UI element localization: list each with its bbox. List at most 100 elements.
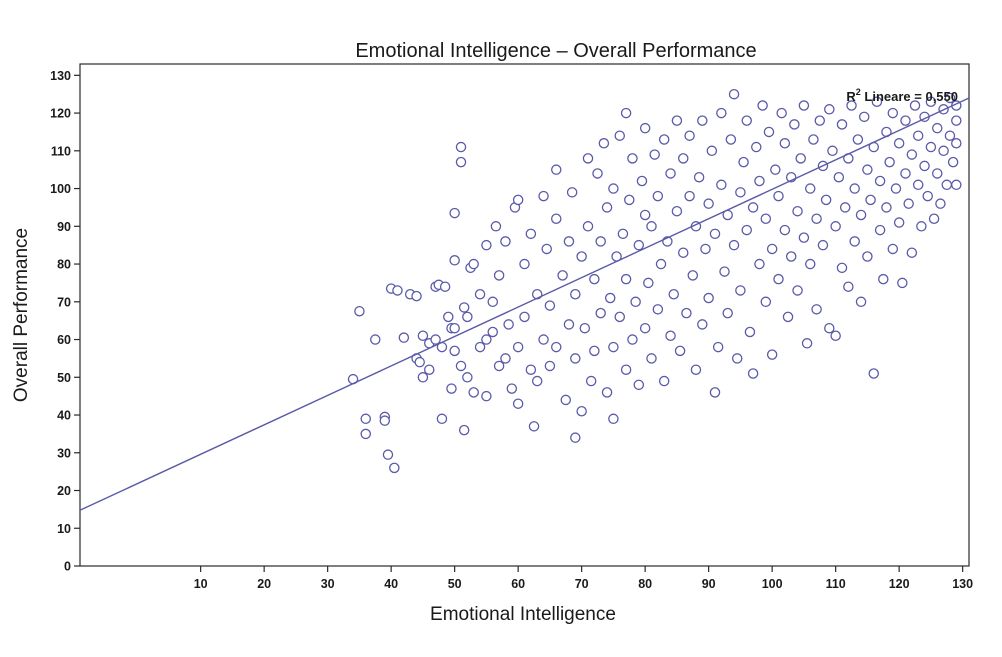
data-point bbox=[576, 251, 587, 262]
x-tick-label: 90 bbox=[702, 577, 716, 591]
fit-line-layer bbox=[79, 97, 970, 511]
data-point bbox=[449, 207, 460, 219]
data-point bbox=[608, 183, 619, 194]
data-point bbox=[801, 338, 813, 349]
data-point bbox=[481, 390, 492, 402]
y-tick-label: 70 bbox=[57, 295, 71, 309]
data-point bbox=[579, 322, 591, 334]
data-point bbox=[906, 149, 918, 160]
data-point bbox=[538, 334, 549, 345]
data-point bbox=[928, 213, 940, 225]
data-point bbox=[735, 285, 746, 296]
data-point bbox=[652, 190, 664, 202]
data-point bbox=[668, 288, 679, 300]
data-point bbox=[474, 288, 486, 300]
data-point bbox=[436, 413, 448, 425]
data-point bbox=[658, 375, 670, 387]
data-point bbox=[684, 190, 695, 202]
data-point bbox=[449, 345, 460, 357]
data-point bbox=[430, 334, 441, 345]
data-point bbox=[490, 221, 502, 232]
data-point bbox=[370, 334, 381, 345]
data-point bbox=[754, 175, 765, 187]
y-tick-label: 130 bbox=[50, 69, 71, 83]
data-point bbox=[639, 209, 651, 221]
data-point bbox=[627, 153, 638, 164]
data-point bbox=[951, 115, 962, 126]
data-point bbox=[455, 141, 467, 153]
data-point bbox=[500, 236, 511, 247]
data-point bbox=[903, 198, 914, 209]
data-point bbox=[836, 119, 848, 130]
data-point bbox=[893, 217, 905, 228]
data-point bbox=[855, 209, 867, 221]
data-point bbox=[389, 462, 400, 474]
data-point bbox=[887, 107, 899, 119]
y-tick-label: 50 bbox=[57, 371, 71, 385]
data-point bbox=[379, 415, 391, 426]
data-point bbox=[462, 311, 473, 323]
data-point bbox=[614, 311, 626, 323]
data-point bbox=[881, 202, 892, 213]
data-point bbox=[919, 160, 930, 172]
data-point bbox=[836, 262, 848, 274]
data-point bbox=[843, 281, 854, 292]
data-point bbox=[820, 194, 832, 206]
data-point bbox=[884, 156, 895, 168]
x-tick-label: 80 bbox=[638, 577, 652, 591]
data-point bbox=[617, 228, 629, 240]
data-point bbox=[830, 330, 841, 342]
data-point bbox=[728, 88, 740, 100]
data-point bbox=[671, 115, 683, 126]
data-point bbox=[525, 228, 537, 240]
y-tick-label: 40 bbox=[57, 409, 71, 423]
data-point bbox=[541, 243, 552, 255]
data-point bbox=[811, 213, 822, 225]
data-point bbox=[684, 130, 695, 141]
data-point bbox=[922, 190, 933, 202]
y-tick-label: 80 bbox=[57, 258, 71, 272]
data-point bbox=[519, 258, 530, 270]
data-point bbox=[795, 153, 806, 164]
data-point bbox=[528, 421, 540, 432]
data-point bbox=[655, 258, 667, 270]
data-point bbox=[620, 107, 632, 119]
data-point bbox=[706, 145, 718, 157]
data-point bbox=[839, 202, 851, 213]
data-point bbox=[589, 345, 600, 357]
data-point bbox=[382, 449, 394, 460]
data-point bbox=[798, 100, 810, 111]
data-point bbox=[824, 322, 835, 334]
regression-line bbox=[79, 97, 970, 511]
data-point bbox=[414, 356, 425, 368]
data-point bbox=[849, 236, 860, 247]
data-point bbox=[500, 353, 511, 364]
data-point bbox=[754, 258, 765, 270]
data-point bbox=[512, 194, 524, 206]
data-point bbox=[449, 322, 460, 334]
data-point bbox=[595, 307, 606, 319]
data-point bbox=[360, 413, 371, 425]
data-point bbox=[652, 304, 664, 315]
data-point bbox=[633, 379, 645, 391]
data-point bbox=[576, 405, 587, 417]
data-point bbox=[697, 115, 708, 126]
data-point bbox=[563, 319, 575, 330]
data-point bbox=[439, 281, 451, 292]
data-point bbox=[747, 202, 759, 213]
x-tick-label: 120 bbox=[889, 577, 910, 591]
data-point bbox=[598, 138, 610, 149]
data-point bbox=[417, 330, 429, 342]
data-point bbox=[481, 334, 492, 345]
data-point bbox=[665, 330, 676, 342]
data-point bbox=[503, 319, 514, 330]
data-point bbox=[462, 372, 473, 383]
data-point bbox=[506, 383, 518, 394]
y-tick-label: 60 bbox=[57, 333, 71, 347]
x-tick-label: 130 bbox=[952, 577, 973, 591]
data-point bbox=[868, 368, 880, 379]
data-point bbox=[646, 221, 657, 232]
data-point bbox=[925, 96, 937, 107]
data-point bbox=[608, 413, 619, 425]
data-point bbox=[773, 273, 784, 285]
